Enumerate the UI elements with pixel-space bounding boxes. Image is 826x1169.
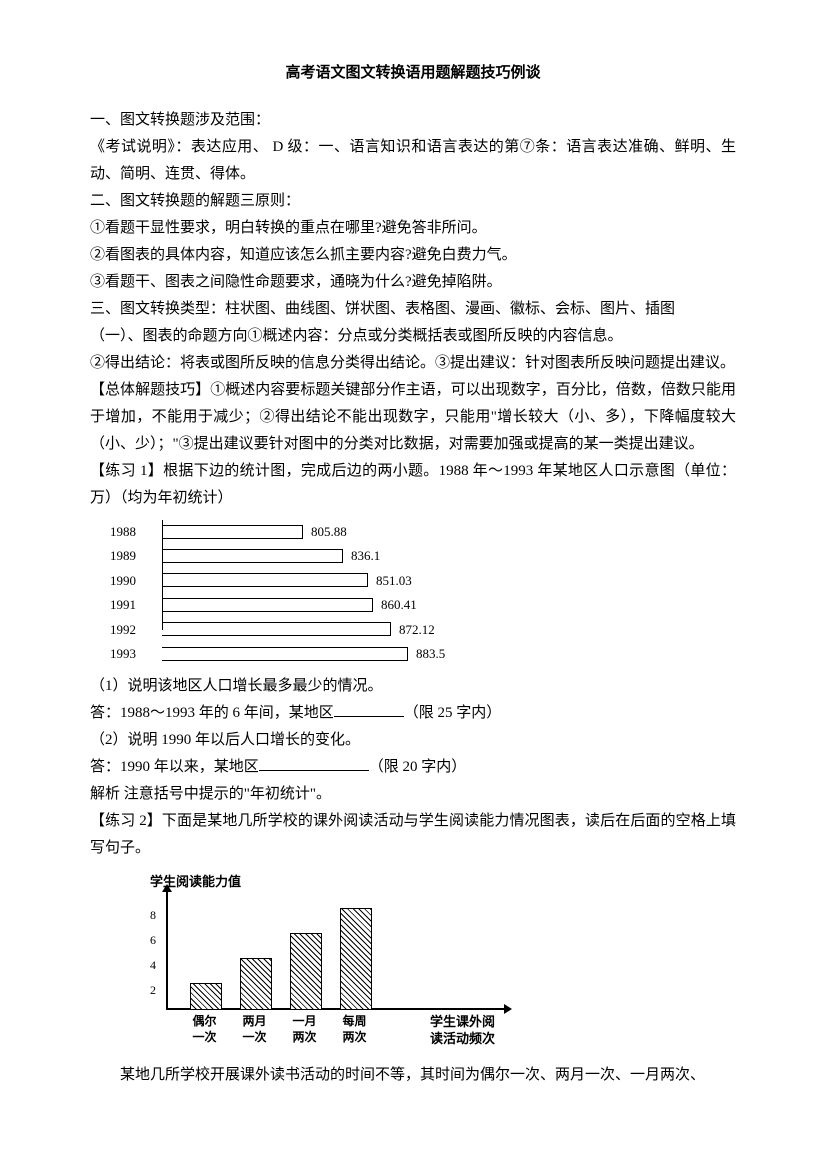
ex1-q2: （2）说明 1990 年以后人口增长的变化。	[90, 727, 736, 754]
y-tick-8: 8	[150, 905, 156, 927]
bar-body	[162, 573, 368, 587]
section3-p1: （一）、图表的命题方向①概述内容：分点或分类概括表或图所反映的内容信息。	[90, 323, 736, 350]
section3-p2: ②得出结论：将表或图所反映的信息分类得出结论。③提出建议：针对图表所反映问题提出…	[90, 350, 736, 377]
fill-blank[interactable]	[259, 755, 369, 771]
ex1-heading: 【练习 1】根据下边的统计图，完成后边的两小题。1988 年～1993 年某地区…	[90, 458, 736, 512]
section2-p2: ②看图表的具体内容，知道应该怎么抓主要内容?避免白费力气。	[90, 242, 736, 269]
ex2-heading: 【练习 2】下面是某地几所学校的课外阅读活动与学生阅读能力情况图表，读后在后面的…	[90, 808, 736, 862]
bar-row-1990: 1990 851.03	[110, 569, 736, 592]
bar-value: 851.03	[376, 569, 412, 592]
ex1-a1-suffix: （限 25 字内）	[404, 705, 502, 721]
bar-value: 860.41	[381, 593, 417, 616]
x-label-4: 每周 两次	[332, 1014, 377, 1045]
x-label-1: 偶尔 一次	[182, 1014, 227, 1045]
bar-body	[162, 598, 373, 612]
ex1-a2-suffix: （限 20 字内）	[369, 759, 467, 775]
y-tick-4: 4	[150, 955, 156, 977]
bar-year-label: 1993	[110, 642, 150, 665]
bar-year-label: 1991	[110, 593, 150, 616]
bar-twice-weekly	[340, 908, 372, 1010]
bar-row-1993: 1993 883.5	[110, 642, 736, 665]
ex1-a2: 答：1990 年以来，某地区 （限 20 字内）	[90, 754, 736, 781]
ex1-q1: （1）说明该地区人口增长最多最少的情况。	[90, 673, 736, 700]
bar-body	[162, 525, 303, 539]
ex1-note: 解析 注意括号中提示的"年初统计"。	[90, 781, 736, 808]
bar-body	[162, 647, 408, 661]
ex2-p1: 某地几所学校开展课外读书活动的时间不等，其时间为偶尔一次、两月一次、一月两次、	[90, 1062, 736, 1089]
y-axis	[166, 890, 168, 1010]
ex1-a1: 答：1988～1993 年的 6 年间，某地区 （限 25 字内）	[90, 700, 736, 727]
bar-body	[162, 549, 343, 563]
bar-year-label: 1990	[110, 569, 150, 592]
bar-value: 836.1	[351, 544, 380, 567]
x-label-3: 一月 两次	[282, 1014, 327, 1045]
ex1-a1-prefix: 答：1988～1993 年的 6 年间，某地区	[90, 705, 334, 721]
tips-heading: 【总体解题技巧】①概述内容要标题关键部分作主语，可以出现数字，百分比，倍数，倍数…	[90, 377, 736, 458]
section2-p1: ①看题干显性要求，明白转换的重点在哪里?避免答非所问。	[90, 215, 736, 242]
y-tick-6: 6	[150, 930, 156, 952]
bar-year-label: 1988	[110, 520, 150, 543]
population-bar-chart: 1988 805.88 1989 836.1 1990 851.03 1991 …	[110, 520, 736, 665]
bar-occasional	[190, 983, 222, 1010]
page-title: 高考语文图文转换语用题解题技巧例谈	[90, 60, 736, 87]
reading-ability-chart: 学生阅读能力值 8 6 4 2 偶尔 一次 两月 一次 一月 两次 每周 两次 …	[120, 872, 540, 1052]
section2-p3: ③看题干、图表之间隐性命题要求，通晓为什么?避免掉陷阱。	[90, 269, 736, 296]
bar-row-1991: 1991 860.41	[110, 593, 736, 616]
bar-row-1989: 1989 836.1	[110, 544, 736, 567]
bar-row-1988: 1988 805.88	[110, 520, 736, 543]
x-axis-label: 学生课外阅 读活动频次	[430, 1014, 495, 1048]
bar-row-1992: 1992 872.12	[110, 618, 736, 641]
fill-blank[interactable]	[334, 701, 404, 717]
section2-heading: 二、图文转换题的解题三原则：	[90, 188, 736, 215]
ex1-a2-prefix: 答：1990 年以来，某地区	[90, 759, 259, 775]
bar-year-label: 1992	[110, 618, 150, 641]
bar-value: 883.5	[416, 642, 445, 665]
section3-heading: 三、图文转换类型：柱状图、曲线图、饼状图、表格图、漫画、徽标、会标、图片、插图	[90, 296, 736, 323]
x-label-2: 两月 一次	[232, 1014, 277, 1045]
section1-p1: 《考试说明》：表达应用、 D 级：一、语言知识和语言表达的第⑦条：语言表达准确、…	[90, 134, 736, 188]
section1-heading: 一、图文转换题涉及范围：	[90, 107, 736, 134]
bar-body	[162, 622, 391, 636]
bar-value: 805.88	[311, 520, 347, 543]
y-tick-2: 2	[150, 980, 156, 1002]
bar-year-label: 1989	[110, 544, 150, 567]
bar-twice-monthly	[290, 933, 322, 1010]
bar-value: 872.12	[399, 618, 435, 641]
x-arrow-icon	[504, 1004, 512, 1014]
bar-bimonthly	[240, 958, 272, 1010]
